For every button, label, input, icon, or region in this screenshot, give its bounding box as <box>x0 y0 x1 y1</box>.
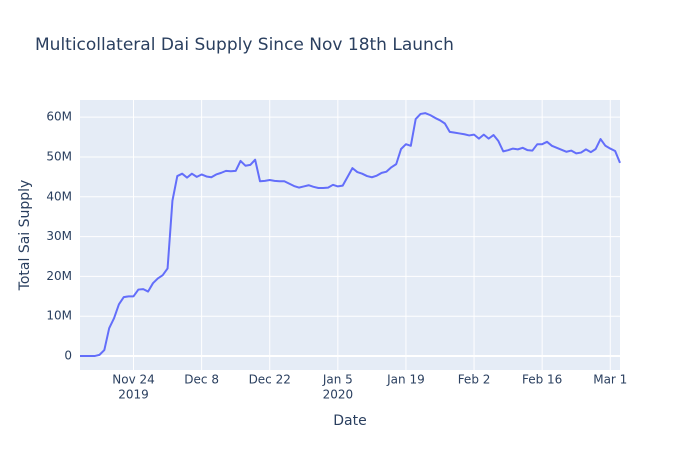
y-tick-label: 10M <box>46 309 72 323</box>
y-tick-label: 50M <box>46 149 72 163</box>
chart-title: Multicollateral Dai Supply Since Nov 18t… <box>35 35 454 55</box>
x-tick-label: Jan 19 <box>386 373 425 387</box>
x-tick-label: Nov 24 <box>112 373 155 387</box>
y-tick-label: 60M <box>46 110 72 124</box>
plot-area <box>80 100 620 370</box>
x-tick-label: Mar 1 <box>593 373 627 387</box>
x-tick-label: Dec 8 <box>184 373 219 387</box>
y-axis-title: Total Sai Supply <box>17 180 33 292</box>
y-tick-label: 40M <box>46 189 72 203</box>
y-tick-label: 30M <box>46 229 72 243</box>
x-tick-label: Dec 22 <box>249 373 291 387</box>
x-tick-label: Feb 16 <box>522 373 562 387</box>
x-tick-sublabel: 2019 <box>118 388 149 402</box>
x-axis-title: Date <box>333 413 366 429</box>
x-tick-label: Jan 5 <box>322 373 353 387</box>
x-tick-label: Feb 2 <box>458 373 491 387</box>
y-tick-label: 20M <box>46 269 72 283</box>
data-line <box>80 112 621 358</box>
x-tick-sublabel: 2020 <box>323 388 354 402</box>
y-tick-label: 0 <box>64 349 72 363</box>
